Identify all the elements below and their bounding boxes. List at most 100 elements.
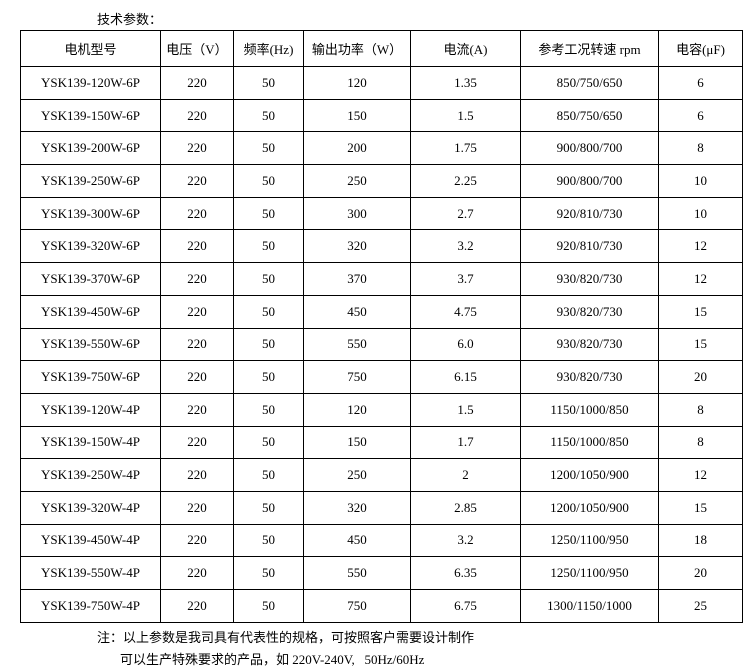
table-row: YSK139-550W-4P 220 50 550 6.35 1250/1100/950 2… [20,556,743,590]
table-cell: 220 [160,131,234,166]
table-row: YSK139-750W-6P 220 50 750 6.15 930/820/730 20 [20,360,743,394]
table-cell: 320 [303,490,411,525]
header-cell: 电容(μF) [658,30,743,67]
header-cell: 频率(Hz) [233,30,304,67]
table-cell: 1150/1000/850 [520,425,659,460]
table-row: YSK139-150W-6P 220 50 150 1.5 850/750/650 6 [20,98,743,133]
table-cell: 220 [160,556,234,590]
table-cell: 50 [233,66,304,100]
table-row: YSK139-320W-4P 220 50 320 2.85 1200/1050/900 1… [20,490,743,525]
table-cell: 3.2 [410,523,521,558]
table-row: YSK139-550W-6P 220 50 550 6.0 930/820/730 15 [20,327,743,362]
table-cell: 1300/1150/1000 [520,589,659,623]
header-cell: 电流(A) [410,30,521,67]
table-cell: 750 [303,360,411,394]
table-cell: 1.35 [410,66,521,100]
table-cell: YSK139-120W-4P [20,392,161,427]
table-cell: 220 [160,458,234,492]
table-cell: 25 [658,589,743,623]
table-cell: 10 [658,196,743,231]
table-row: YSK139-150W-4P 220 50 150 1.7 1150/1000/850 8 [20,425,743,460]
table-cell: 1200/1050/900 [520,490,659,525]
table-cell: 6.15 [410,360,521,394]
table-cell: 220 [160,66,234,100]
table-cell: 3.7 [410,262,521,296]
table-cell: 10 [658,164,743,198]
table-cell: 50 [233,98,304,133]
table-cell: 220 [160,327,234,362]
table-row: YSK139-120W-6P 220 50 120 1.35 850/750/650 6 [20,66,743,100]
table-cell: 220 [160,589,234,623]
table-cell: 50 [233,164,304,198]
table-row: YSK139-450W-6P 220 50 450 4.75 930/820/730 15 [20,294,743,329]
table-cell: 1150/1000/850 [520,392,659,427]
table-cell: 4.75 [410,294,521,329]
table-cell: YSK139-450W-6P [20,294,161,329]
table-cell: 50 [233,196,304,231]
table-cell: YSK139-750W-4P [20,589,161,623]
table-cell: 1.5 [410,98,521,133]
table-cell: 12 [658,262,743,296]
table-cell: 20 [658,360,743,394]
table-cell: YSK139-550W-6P [20,327,161,362]
table-cell: 220 [160,425,234,460]
table-cell: YSK139-300W-6P [20,196,161,231]
table-cell: 250 [303,164,411,198]
table-row: YSK139-250W-4P 220 50 250 2 1200/1050/900 12 [20,458,743,492]
table-cell: 15 [658,327,743,362]
table-cell: 550 [303,556,411,590]
table-cell: 220 [160,98,234,133]
header-cell: 参考工况转速 rpm [520,30,659,67]
table-cell: 15 [658,490,743,525]
table-cell: 6.75 [410,589,521,623]
table-cell: 8 [658,131,743,166]
table-cell: YSK139-450W-4P [20,523,161,558]
table-cell: YSK139-120W-6P [20,66,161,100]
table-cell: 750 [303,589,411,623]
table-cell: 370 [303,262,411,296]
table-row: YSK139-250W-6P 220 50 250 2.25 900/800/700 10 [20,164,743,198]
table-cell: 450 [303,523,411,558]
table-cell: 20 [658,556,743,590]
table-cell: 220 [160,229,234,264]
table-cell: 12 [658,229,743,264]
table-cell: 6.0 [410,327,521,362]
table-cell: 50 [233,262,304,296]
header-cell: 输出功率（W） [303,30,411,67]
table-row: YSK139-120W-4P 220 50 120 1.5 1150/1000/850 8 [20,392,743,427]
section-title: 技术参数： [97,12,163,27]
table-cell: 1.5 [410,392,521,427]
table-cell: 900/800/700 [520,131,659,166]
table-cell: YSK139-750W-6P [20,360,161,394]
header-cell: 电机型号 [20,30,161,67]
table-row: YSK139-370W-6P 220 50 370 3.7 930/820/730 12 [20,262,743,296]
table-cell: 220 [160,392,234,427]
table-cell: 18 [658,523,743,558]
table-cell: 930/820/730 [520,262,659,296]
table-cell: 150 [303,98,411,133]
table-cell: 200 [303,131,411,166]
table-cell: 12 [658,458,743,492]
table-cell: 220 [160,360,234,394]
table-cell: YSK139-200W-6P [20,131,161,166]
table-cell: 8 [658,425,743,460]
table-cell: 250 [303,458,411,492]
table-cell: 550 [303,327,411,362]
table-cell: YSK139-250W-6P [20,164,161,198]
table-cell: 220 [160,523,234,558]
table-cell: 50 [233,589,304,623]
table-cell: 50 [233,392,304,427]
table-cell: 1.75 [410,131,521,166]
table-cell: 50 [233,490,304,525]
table-cell: 120 [303,392,411,427]
header-row: 电机型号 电压（V） 频率(Hz) 输出功率（W） 电流(A) 参考工况转速 rpm 电容(… [20,30,743,67]
note-line: 注：以上参数是我司具有代表性的规格，可按照客户需要设计制作 [97,630,475,645]
table-cell: 320 [303,229,411,264]
table-cell: 850/750/650 [520,98,659,133]
table-cell: 1250/1100/950 [520,523,659,558]
table-cell: 220 [160,262,234,296]
table-cell: 1250/1100/950 [520,556,659,590]
table-cell: 50 [233,360,304,394]
table-cell: 850/750/650 [520,66,659,100]
